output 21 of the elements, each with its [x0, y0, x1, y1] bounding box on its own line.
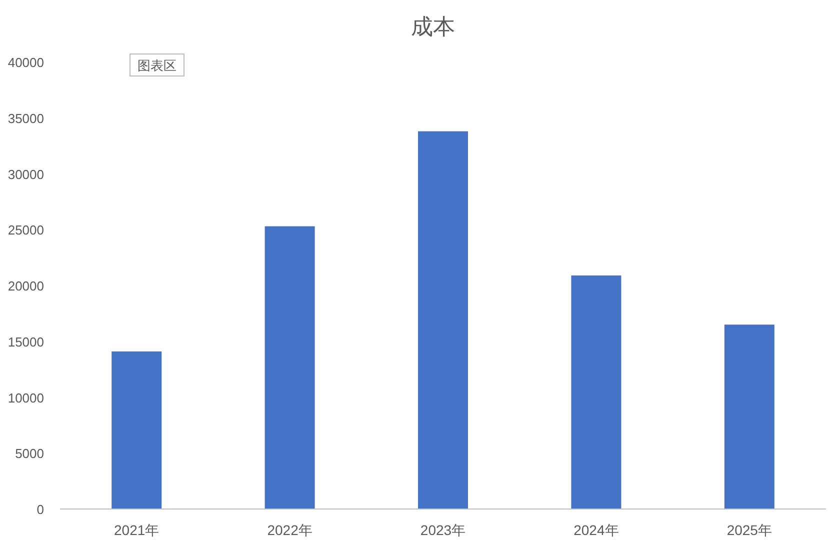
- y-tick-label: 20000: [8, 278, 44, 294]
- bar: [418, 131, 468, 509]
- annotation: 图表区: [138, 58, 176, 73]
- y-tick-label: 35000: [8, 110, 44, 126]
- y-tick-label: 10000: [8, 390, 44, 406]
- y-tick-label: 25000: [8, 222, 44, 238]
- x-tick-label: 2021年: [114, 522, 160, 538]
- x-tick-label: 2022年: [267, 522, 312, 538]
- bar: [112, 351, 162, 509]
- y-tick-label: 40000: [8, 55, 44, 70]
- bar: [724, 324, 774, 509]
- bar: [571, 275, 622, 509]
- y-tick-label: 30000: [8, 166, 44, 182]
- y-tick-label: 0: [36, 502, 44, 517]
- x-tick-label: 2025年: [726, 522, 772, 538]
- x-tick-label: 2023年: [420, 522, 466, 538]
- y-tick-label: 15000: [8, 334, 44, 350]
- bar: [264, 226, 315, 509]
- chart-title: 成本: [411, 14, 455, 39]
- y-tick-label: 5000: [15, 446, 44, 462]
- x-tick-label: 2024年: [574, 522, 619, 538]
